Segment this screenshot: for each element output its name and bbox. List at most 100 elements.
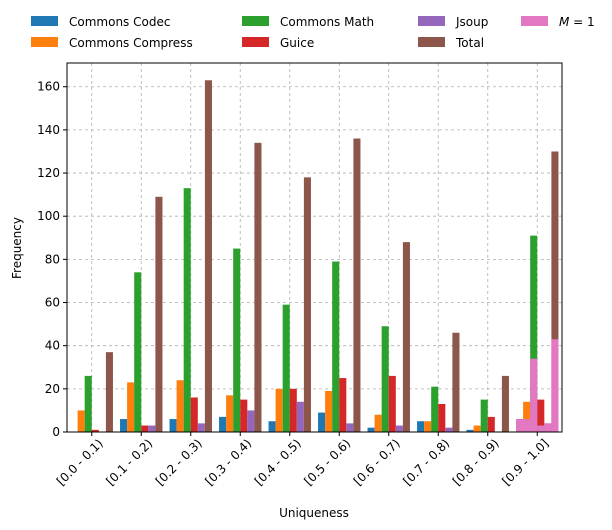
bar [438,403,446,432]
bar [134,272,142,432]
bar [480,399,488,432]
bar [367,427,375,432]
bar [374,414,382,432]
legend-label: Commons Compress [69,36,193,50]
bar [473,425,481,432]
x-tick-label: [0.7 - 0.8) [400,436,452,488]
bar [197,423,205,432]
y-tick-label: 160 [37,80,60,94]
bar [402,242,410,432]
legend-swatch [418,16,445,26]
bar [77,410,85,432]
bar [183,188,191,432]
bars [77,80,559,433]
x-tick-label: [0.1 - 0.2) [103,436,155,488]
bar [247,410,255,432]
bar [445,427,453,432]
bar [523,401,531,432]
bar [190,397,198,432]
overlay-bar [544,423,552,432]
legend: Commons Codec Commons Compress Commons Mat… [31,15,595,50]
bar [148,425,156,432]
bar [452,332,460,432]
legend-swatch [521,16,548,26]
bar [240,399,248,432]
x-tick-label: [0.8 - 0.9) [450,436,502,488]
bar [332,261,340,432]
bar [296,401,304,432]
legend-label: Commons Codec [69,15,170,29]
legend-swatch [31,37,58,47]
overlay-bar [523,419,531,432]
legend-swatch [242,16,269,26]
x-tick-label: [0.3 - 0.4) [202,436,254,488]
legend-label: Total [455,36,484,50]
legend-label: Commons Math [280,15,374,29]
x-axis: [0.0 - 0.1)[0.1 - 0.2)[0.2 - 0.3)[0.3 - … [54,432,551,488]
bar [176,380,184,432]
bar [487,416,495,432]
y-tick-label: 120 [37,166,60,180]
y-tick-label: 40 [45,339,60,353]
x-tick-label: [0.6 - 0.7) [351,436,403,488]
bar [105,352,113,432]
bar [431,386,439,432]
bar [381,326,389,432]
overlay-bar [537,425,545,432]
y-tick-label: 60 [45,296,60,310]
x-tick-label: [0.5 - 0.6) [301,436,353,488]
bar [268,421,276,432]
legend-label: Jsoup [455,15,488,29]
bar [424,421,432,432]
y-tick-label: 140 [37,123,60,137]
x-axis-label: Uniqueness [279,506,349,520]
legend-label: Guice [280,36,314,50]
bar [204,80,212,433]
x-tick-label: [0.4 - 0.5) [252,436,304,488]
bar [466,429,474,432]
bar [84,375,92,432]
y-tick-label: 80 [45,252,60,266]
bar [395,425,403,432]
x-tick-label: [0.0 - 0.1) [54,436,106,488]
bar [120,419,128,432]
legend-label-variable: M [559,15,570,29]
bar [155,196,163,432]
y-axis-label: Frequency [10,217,24,279]
bar [325,391,333,432]
legend-swatch [242,37,269,47]
bar [127,382,135,432]
legend-swatch [418,37,445,47]
bar [219,416,227,432]
bar [169,419,177,432]
y-tick-label: 100 [37,209,60,223]
bar [141,425,149,432]
bar [254,142,262,432]
y-axis: 0 20 40 60 80 100 120 140 160 [37,80,67,439]
x-tick-label: [0.9 - 1.0] [499,436,551,488]
bar [303,177,311,432]
bar [501,375,509,432]
bar [388,375,396,432]
bar [537,399,545,432]
bar [233,248,241,432]
plot-area-frame [66,62,563,433]
overlay-bar [551,339,559,432]
bar [346,423,354,432]
legend-label-value: = 1 [569,15,594,29]
bar [91,429,99,432]
bar [318,412,326,432]
bar [289,388,297,432]
overlay-bars [516,339,559,432]
bar [339,378,347,432]
y-tick-label: 20 [45,382,60,396]
bar [530,235,538,432]
overlay-bar [530,358,538,432]
overlay-bar [516,419,524,432]
bar [282,304,290,432]
bar [275,388,283,432]
bar [353,138,361,433]
y-tick-label: 0 [52,425,60,439]
bar [551,151,559,432]
